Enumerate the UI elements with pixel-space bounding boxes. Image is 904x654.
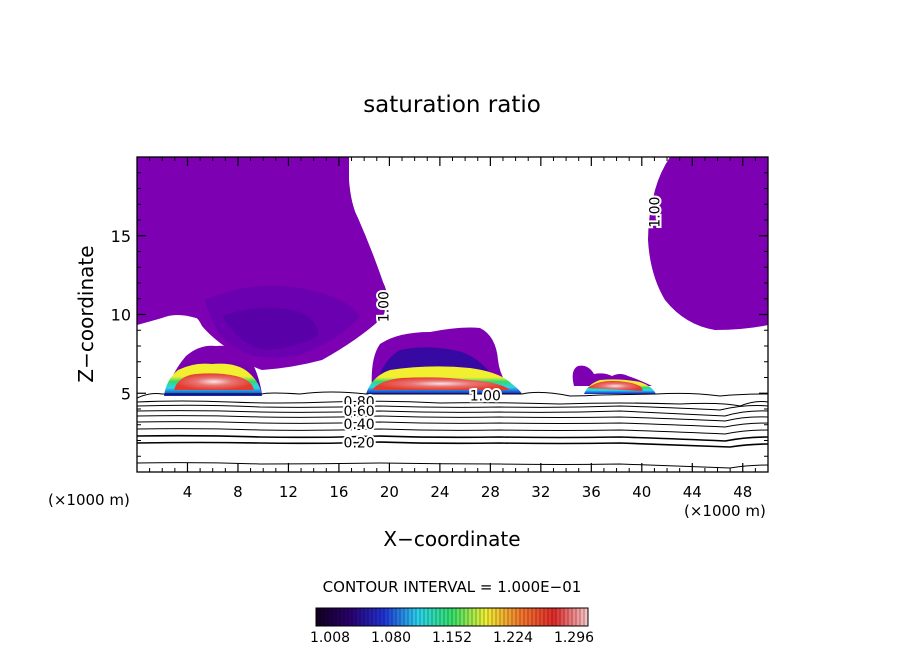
x-unit-left: (×1000 m) bbox=[48, 491, 130, 509]
x-unit-right: (×1000 m) bbox=[684, 502, 766, 520]
contour-label-halo: 0.60 bbox=[344, 404, 375, 420]
x-axis-label: X−coordinate bbox=[383, 527, 520, 551]
cloud-left-core bbox=[174, 373, 254, 390]
x-tick-label: 48 bbox=[733, 483, 752, 501]
contour-0-30 bbox=[137, 434, 768, 442]
ground-contours bbox=[137, 391, 768, 469]
contour-interval-text: CONTOUR INTERVAL = 1.000E−01 bbox=[323, 578, 582, 596]
contour-0-60 bbox=[137, 415, 768, 422]
colorbar-label: 1.296 bbox=[554, 630, 594, 646]
upper-left-inner-shade-2 bbox=[222, 307, 319, 350]
x-tick-label: 28 bbox=[481, 483, 500, 501]
x-tick-label: 12 bbox=[279, 483, 298, 501]
contour-0-80 bbox=[137, 404, 768, 411]
cloud-right-core bbox=[588, 381, 643, 391]
x-tick-label: 20 bbox=[380, 483, 399, 501]
y-axis-ticks: 5 10 15 bbox=[111, 172, 768, 457]
contour-label-halo: 1.00 bbox=[470, 388, 501, 404]
x-tick-label: 44 bbox=[683, 483, 702, 501]
x-tick-label: 16 bbox=[329, 483, 348, 501]
contour-label-halo: 0.20 bbox=[344, 436, 375, 452]
y-tick-label: 15 bbox=[111, 227, 131, 246]
colorbar-label: 1.152 bbox=[432, 630, 472, 646]
colorbar-divisions bbox=[319, 608, 585, 626]
contour-label-halo: 0.40 bbox=[344, 417, 375, 433]
contour-label: 0.20 bbox=[344, 436, 375, 452]
y-tick-label: 5 bbox=[121, 384, 131, 403]
contour-0-20 bbox=[137, 441, 768, 448]
contour-0-90 bbox=[137, 400, 768, 407]
plot-area bbox=[137, 157, 768, 472]
x-tick-label: 32 bbox=[531, 483, 550, 501]
contour-0-70 bbox=[137, 410, 768, 417]
contour-label: 1.00 bbox=[470, 388, 501, 404]
contour-label-halo: 1.00 bbox=[376, 291, 392, 322]
contour-label: 0.60 bbox=[344, 404, 375, 420]
contour-0-10 bbox=[137, 462, 768, 469]
x-tick-label: 4 bbox=[183, 483, 193, 501]
x-tick-label: 36 bbox=[582, 483, 601, 501]
cloud-center-core bbox=[372, 377, 510, 390]
x-tick-label: 8 bbox=[233, 483, 243, 501]
x-axis-ticks: 4 8 12 16 20 24 28 32 36 40 44 48 bbox=[149, 157, 756, 501]
contour-0-50 bbox=[137, 421, 768, 428]
contour-label-halo: 1.00 bbox=[648, 197, 664, 228]
y-tick-label: 10 bbox=[111, 306, 131, 325]
colorbar-label: 1.008 bbox=[310, 630, 350, 646]
contour-0-40 bbox=[137, 428, 768, 435]
y-axis-label: Z−coordinate bbox=[74, 245, 98, 382]
upper-right-saturated-region bbox=[648, 157, 768, 330]
chart-title: saturation ratio bbox=[363, 92, 541, 118]
contour-label: 0.40 bbox=[344, 417, 375, 433]
x-tick-label: 24 bbox=[430, 483, 449, 501]
contour-1-00 bbox=[137, 391, 768, 399]
contour-label: 1.00 bbox=[376, 291, 392, 322]
contour-label: 0.80 bbox=[344, 395, 375, 411]
contour-labels: 1.001.001.001.001.001.000.800.800.600.60… bbox=[342, 195, 666, 454]
contour-label-halo: 0.80 bbox=[344, 395, 375, 411]
colorbar-labels: 1.008 1.080 1.152 1.224 1.296 bbox=[310, 630, 594, 646]
colorbar-label: 1.224 bbox=[493, 630, 533, 646]
x-tick-label: 40 bbox=[632, 483, 651, 501]
contour-label: 1.00 bbox=[648, 197, 664, 228]
colorbar-label: 1.080 bbox=[371, 630, 411, 646]
